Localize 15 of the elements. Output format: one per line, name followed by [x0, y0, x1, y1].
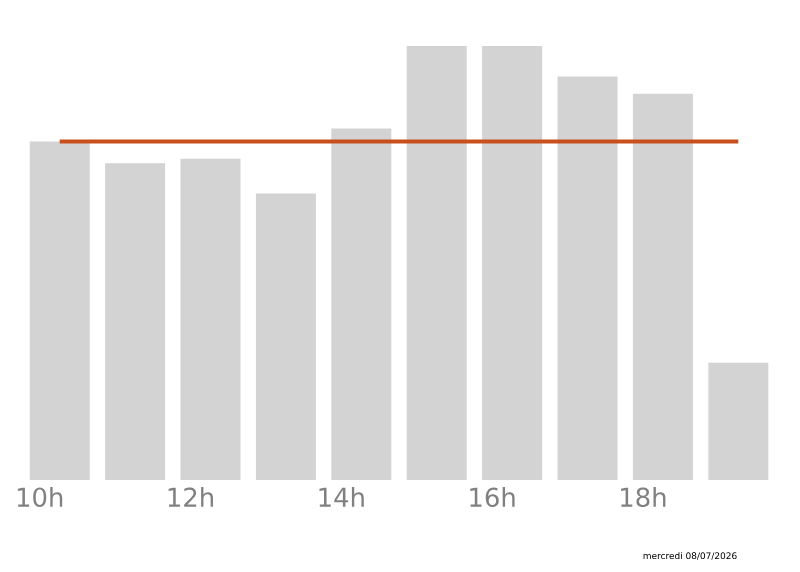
- bar: [557, 76, 618, 480]
- x-tick-label: 10h: [17, 487, 63, 508]
- x-tick-label: 12h: [168, 487, 213, 507]
- bar: [105, 163, 166, 480]
- bar: [632, 93, 693, 480]
- bar: [180, 158, 241, 480]
- bar: [29, 141, 90, 480]
- x-tick-label: 16h: [470, 487, 515, 508]
- bar: [482, 45, 543, 480]
- x-tick-label: 18h: [621, 487, 666, 508]
- bar: [255, 193, 316, 480]
- x-tick-label: 14h: [319, 487, 364, 507]
- bar: [708, 362, 769, 480]
- bar: [406, 45, 467, 480]
- bar: [331, 128, 392, 480]
